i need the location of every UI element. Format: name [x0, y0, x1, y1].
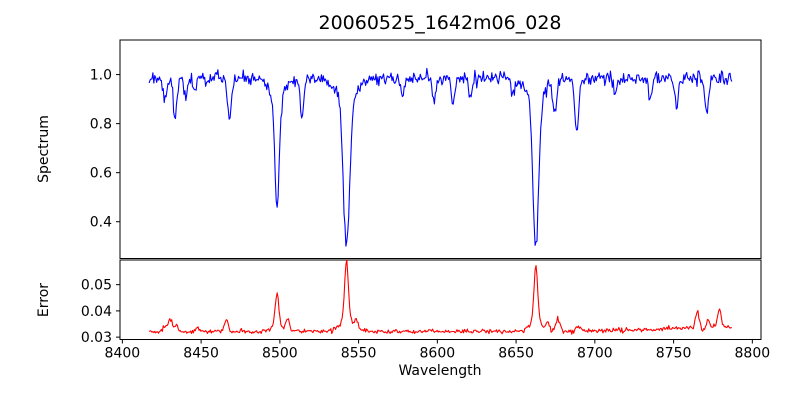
- x-tick-label: 8600: [420, 346, 456, 362]
- y-tick-label: 0.04: [81, 304, 112, 320]
- chart-title: 20060525_1642m06_028: [318, 12, 562, 34]
- x-tick-label: 8400: [105, 346, 141, 362]
- x-tick-label: 8800: [735, 346, 771, 362]
- x-tick-label: 8550: [341, 346, 377, 362]
- y-tick-label: 0.4: [90, 215, 112, 231]
- axis-tick-labels: 8400 8450 8500 8550 8600 8650 8700 8750 8800 0.4 0…: [81, 68, 770, 362]
- wavelength-axis-label: Wavelength: [398, 363, 482, 379]
- x-tick-label: 8650: [498, 346, 534, 362]
- y-tick-label: 0.8: [90, 117, 112, 133]
- axes-frames: [119, 39, 762, 340]
- x-tick-label: 8500: [262, 346, 298, 362]
- x-tick-label: 8750: [656, 346, 692, 362]
- y-tick-label: 0.03: [81, 330, 112, 346]
- y-tick-label: 1.0: [90, 68, 112, 84]
- panel-frame-error: [119, 259, 762, 340]
- spectrum-line: [148, 67, 733, 247]
- y-tick-label: 0.05: [81, 278, 112, 294]
- y-tick-label: 0.6: [90, 166, 112, 182]
- x-tick-label: 8700: [577, 346, 613, 362]
- x-tick-label: 8450: [183, 346, 219, 362]
- panel-frame-spectrum: [119, 39, 762, 259]
- error-line: [148, 260, 732, 335]
- axis-ticks: [116, 74, 753, 344]
